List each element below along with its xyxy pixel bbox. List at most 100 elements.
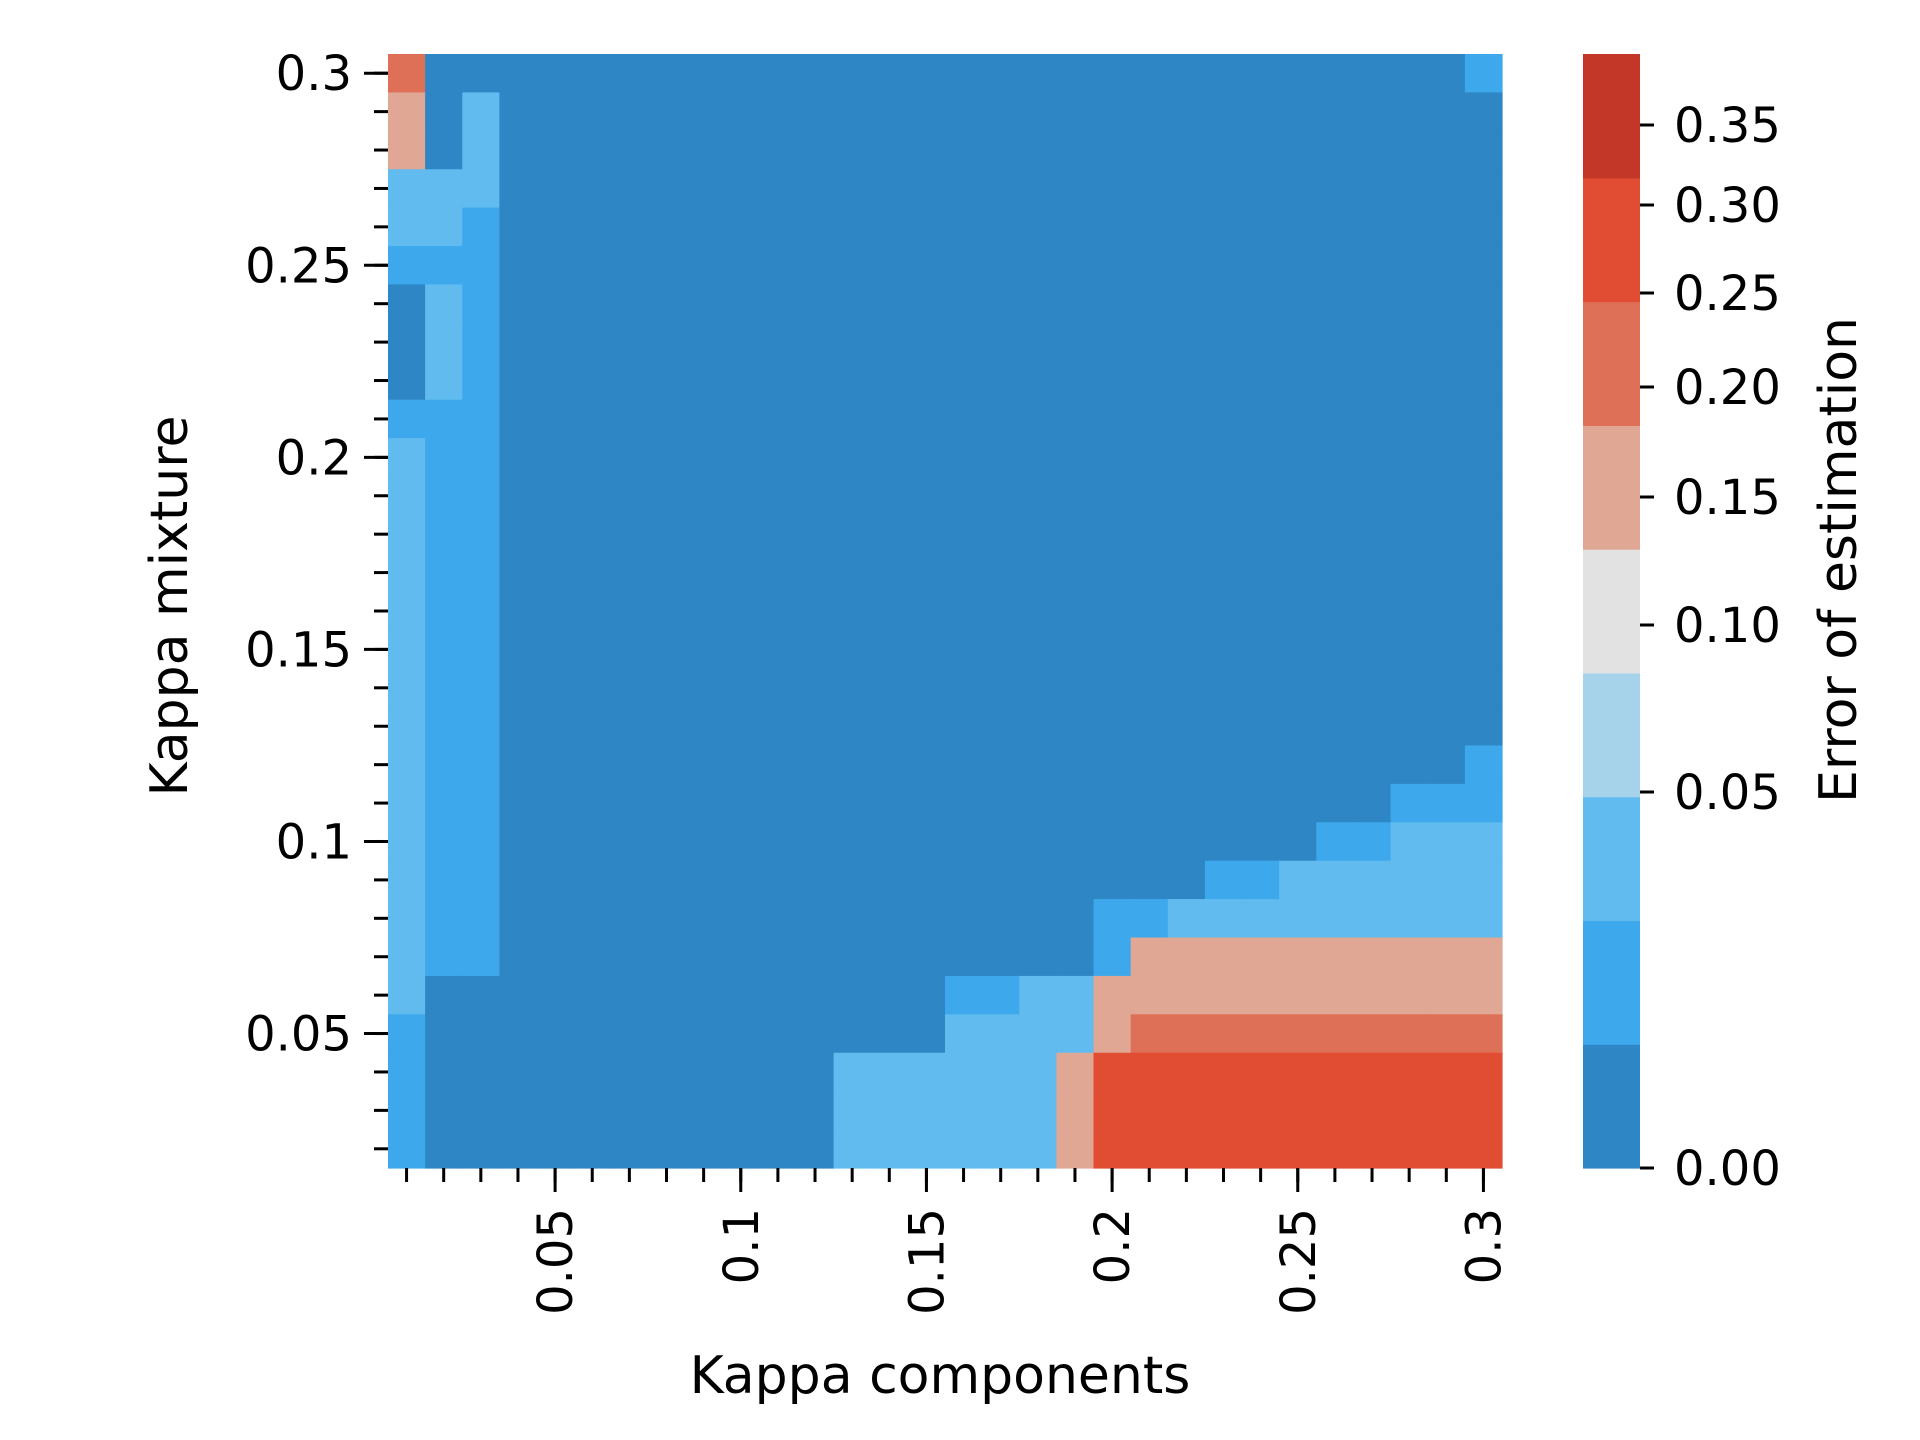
- colorbar-bin: [1583, 1044, 1640, 1169]
- heatmap-cell: [647, 322, 686, 362]
- heatmap-cell: [685, 783, 723, 823]
- heatmap-cell: [499, 92, 538, 132]
- heatmap-cell: [1427, 322, 1466, 362]
- heatmap-cell: [945, 54, 983, 94]
- heatmap-cell: [1316, 361, 1355, 401]
- heatmap-cell: [573, 1091, 612, 1131]
- heatmap-cell: [982, 822, 1020, 862]
- heatmap-cell: [982, 438, 1020, 478]
- heatmap-cell: [1242, 361, 1280, 401]
- colorbar-bin: [1583, 920, 1640, 1045]
- heatmap-cell: [1279, 860, 1317, 900]
- heatmap-cell: [1167, 399, 1206, 439]
- heatmap-cell: [1279, 399, 1317, 439]
- heatmap-cell: [536, 399, 575, 439]
- heatmap-cell: [610, 284, 649, 324]
- heatmap-cell: [685, 92, 723, 132]
- heatmap-cell: [425, 514, 463, 554]
- heatmap-cell: [1279, 591, 1317, 631]
- heatmap-cell: [759, 668, 798, 708]
- heatmap-cell: [796, 1014, 835, 1054]
- heatmap-cell: [982, 899, 1020, 939]
- y-tick-label: 0.15: [245, 622, 352, 678]
- heatmap-cell: [833, 899, 872, 939]
- heatmap-cell: [647, 169, 686, 209]
- heatmap-cell: [1316, 438, 1355, 478]
- heatmap-cell: [536, 54, 575, 94]
- heatmap-cell: [1390, 54, 1429, 94]
- heatmap-cell: [1242, 169, 1280, 209]
- heatmap-cell: [388, 707, 426, 747]
- heatmap-cell: [1464, 1129, 1503, 1169]
- heatmap-cell: [1242, 975, 1280, 1015]
- heatmap-cell: [1204, 668, 1243, 708]
- heatmap-cell: [1093, 707, 1132, 747]
- heatmap-cell: [685, 207, 723, 247]
- heatmap-cell: [462, 54, 500, 94]
- heatmap-cell: [796, 937, 835, 977]
- heatmap-cell: [1056, 322, 1095, 362]
- heatmap-cell: [722, 975, 760, 1015]
- heatmap-cell: [907, 438, 946, 478]
- heatmap-cell: [1353, 1052, 1392, 1092]
- heatmap-cell: [1019, 361, 1057, 401]
- heatmap-cell: [796, 745, 835, 785]
- heatmap-cell: [425, 476, 463, 516]
- heatmap-cell: [1353, 130, 1392, 170]
- heatmap-cell: [907, 937, 946, 977]
- heatmap-cell: [573, 899, 612, 939]
- heatmap-cell: [722, 92, 760, 132]
- heatmap-cell: [1279, 822, 1317, 862]
- heatmap-cell: [425, 668, 463, 708]
- heatmap-cell: [1427, 822, 1466, 862]
- heatmap-cell: [982, 284, 1020, 324]
- heatmap-cell: [647, 783, 686, 823]
- heatmap-cell: [796, 553, 835, 593]
- heatmap-cell: [1130, 1129, 1169, 1169]
- heatmap-cell: [1464, 514, 1503, 554]
- heatmap-cell: [1427, 1052, 1466, 1092]
- heatmap-cell: [1464, 361, 1503, 401]
- heatmap-cell: [1093, 399, 1132, 439]
- heatmap-cell: [1204, 514, 1243, 554]
- heatmap-cell: [759, 783, 798, 823]
- heatmap-cell: [685, 668, 723, 708]
- heatmap-cell: [425, 246, 463, 286]
- heatmap-cell: [1204, 975, 1243, 1015]
- heatmap-cell: [1019, 975, 1057, 1015]
- heatmap-cell: [573, 92, 612, 132]
- heatmap-cell: [647, 1052, 686, 1092]
- heatmap-cell: [1427, 860, 1466, 900]
- heatmap-cell: [1019, 54, 1057, 94]
- heatmap-cell: [907, 975, 946, 1015]
- heatmap-cell: [425, 1052, 463, 1092]
- heatmap-cell: [536, 322, 575, 362]
- heatmap-cell: [1353, 399, 1392, 439]
- heatmap-cell: [870, 630, 909, 670]
- heatmap-cell: [722, 284, 760, 324]
- heatmap-cell: [462, 591, 500, 631]
- heatmap-cell: [1464, 937, 1503, 977]
- heatmap-cell: [610, 1052, 649, 1092]
- heatmap-cell: [1427, 476, 1466, 516]
- colorbar-ticks: 0.00 0.05 0.10 0.15 0.20 0.25 0.30 0.35: [1640, 98, 1781, 1197]
- heatmap-cell: [759, 630, 798, 670]
- heatmap-cell: [1093, 1052, 1132, 1092]
- heatmap-cell: [1167, 514, 1206, 554]
- heatmap-cell: [610, 246, 649, 286]
- heatmap-cell: [1427, 707, 1466, 747]
- heatmap-cell: [945, 553, 983, 593]
- heatmap-cell: [685, 822, 723, 862]
- heatmap-cell: [1316, 246, 1355, 286]
- heatmap-cell: [759, 899, 798, 939]
- heatmap-cell: [610, 92, 649, 132]
- heatmap-cell: [833, 630, 872, 670]
- heatmap-cell: [1279, 130, 1317, 170]
- heatmap-cell: [1242, 860, 1280, 900]
- heatmap-cell: [833, 1014, 872, 1054]
- heatmap-cell: [1204, 860, 1243, 900]
- heatmap-cell: [1167, 668, 1206, 708]
- heatmap-cell: [759, 399, 798, 439]
- heatmap-cell: [536, 707, 575, 747]
